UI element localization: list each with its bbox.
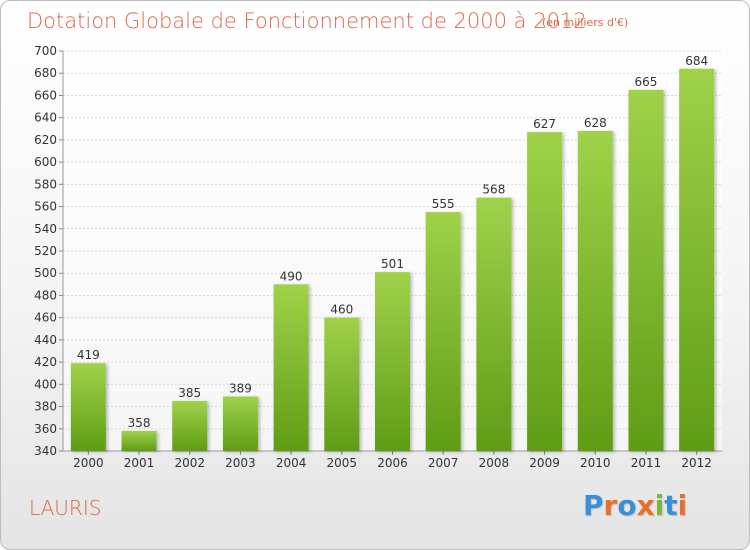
- y-tick-label: 700: [34, 44, 57, 58]
- bar-value-label: 665: [635, 75, 658, 89]
- bar: [273, 284, 309, 451]
- logo-letter: t: [664, 489, 678, 522]
- bar: [70, 363, 106, 451]
- x-tick-label: 2003: [225, 456, 256, 470]
- x-tick-label: 2004: [276, 456, 307, 470]
- bar-value-label: 490: [280, 269, 303, 283]
- bar-value-label: 555: [432, 197, 455, 211]
- y-tick-label: 400: [34, 377, 57, 391]
- bar: [425, 212, 461, 451]
- bar-value-label: 684: [685, 54, 708, 68]
- bar: [527, 132, 563, 451]
- x-tick-label: 2008: [479, 456, 510, 470]
- x-tick-label: 2005: [327, 456, 358, 470]
- axis-layer: 340 360 380 400 420 440 460 480 500 520 540 560 580 6…: [34, 44, 722, 470]
- y-tick-label: 460: [34, 311, 57, 325]
- bar: [121, 431, 157, 451]
- bar-value-label: 627: [533, 117, 556, 131]
- x-tick-label: 2006: [377, 456, 408, 470]
- x-tick-label: 2009: [529, 456, 560, 470]
- bar-value-label: 568: [482, 183, 505, 197]
- commune-name: LAURIS: [29, 496, 102, 520]
- y-tick-label: 680: [34, 66, 57, 80]
- chart-title: Dotation Globale de Fonctionnement de 20…: [27, 9, 587, 33]
- logo-letter: o: [617, 489, 637, 522]
- logo-letter: i: [677, 489, 688, 522]
- x-tick-label: 2011: [631, 456, 662, 470]
- bar-value-label: 389: [229, 382, 252, 396]
- y-tick-label: 540: [34, 222, 57, 236]
- bar-value-label: 419: [77, 348, 100, 362]
- y-tick-label: 380: [34, 400, 57, 414]
- y-tick-label: 500: [34, 266, 57, 280]
- label-layer: 419 358 385 389 490 460 501 555 568 627 628 665 684: [77, 54, 708, 430]
- bar-layer: [70, 68, 715, 452]
- y-tick-label: 340: [34, 444, 57, 458]
- y-tick-label: 560: [34, 200, 57, 214]
- logo-letter: r: [603, 489, 618, 522]
- logo-letter: x: [636, 489, 655, 522]
- x-tick-label: 2000: [73, 456, 104, 470]
- logo-letter: i: [654, 489, 665, 522]
- y-tick-label: 660: [34, 88, 57, 102]
- bar-value-label: 460: [330, 303, 353, 317]
- x-tick-label: 2002: [174, 456, 205, 470]
- bar-value-label: 628: [584, 116, 607, 130]
- bar: [222, 396, 258, 451]
- bar: [628, 89, 664, 451]
- x-tick-label: 2001: [124, 456, 155, 470]
- y-tick-label: 360: [34, 422, 57, 436]
- x-tick-label: 2010: [580, 456, 611, 470]
- bar: [375, 272, 410, 451]
- bar-value-label: 385: [178, 386, 201, 400]
- logo-letter: P: [583, 489, 604, 522]
- bar: [679, 68, 715, 452]
- bar: [476, 197, 512, 451]
- y-tick-label: 520: [34, 244, 57, 258]
- x-tick-label: 2007: [428, 456, 459, 470]
- proxiti-logo: Proxiti: [583, 489, 687, 522]
- bar: [172, 401, 208, 451]
- x-tick-label: 2012: [681, 456, 712, 470]
- bar: [577, 131, 613, 451]
- bar-value-label: 358: [128, 416, 151, 430]
- bar: [324, 317, 360, 451]
- y-tick-label: 440: [34, 333, 57, 347]
- y-tick-label: 580: [34, 177, 57, 191]
- y-tick-label: 420: [34, 355, 57, 369]
- y-tick-label: 620: [34, 133, 57, 147]
- y-tick-label: 480: [34, 288, 57, 302]
- chart-unit: (en milliers d'€): [542, 16, 629, 29]
- y-tick-label: 640: [34, 111, 57, 125]
- y-tick-label: 600: [34, 155, 57, 169]
- bar-value-label: 501: [381, 257, 404, 271]
